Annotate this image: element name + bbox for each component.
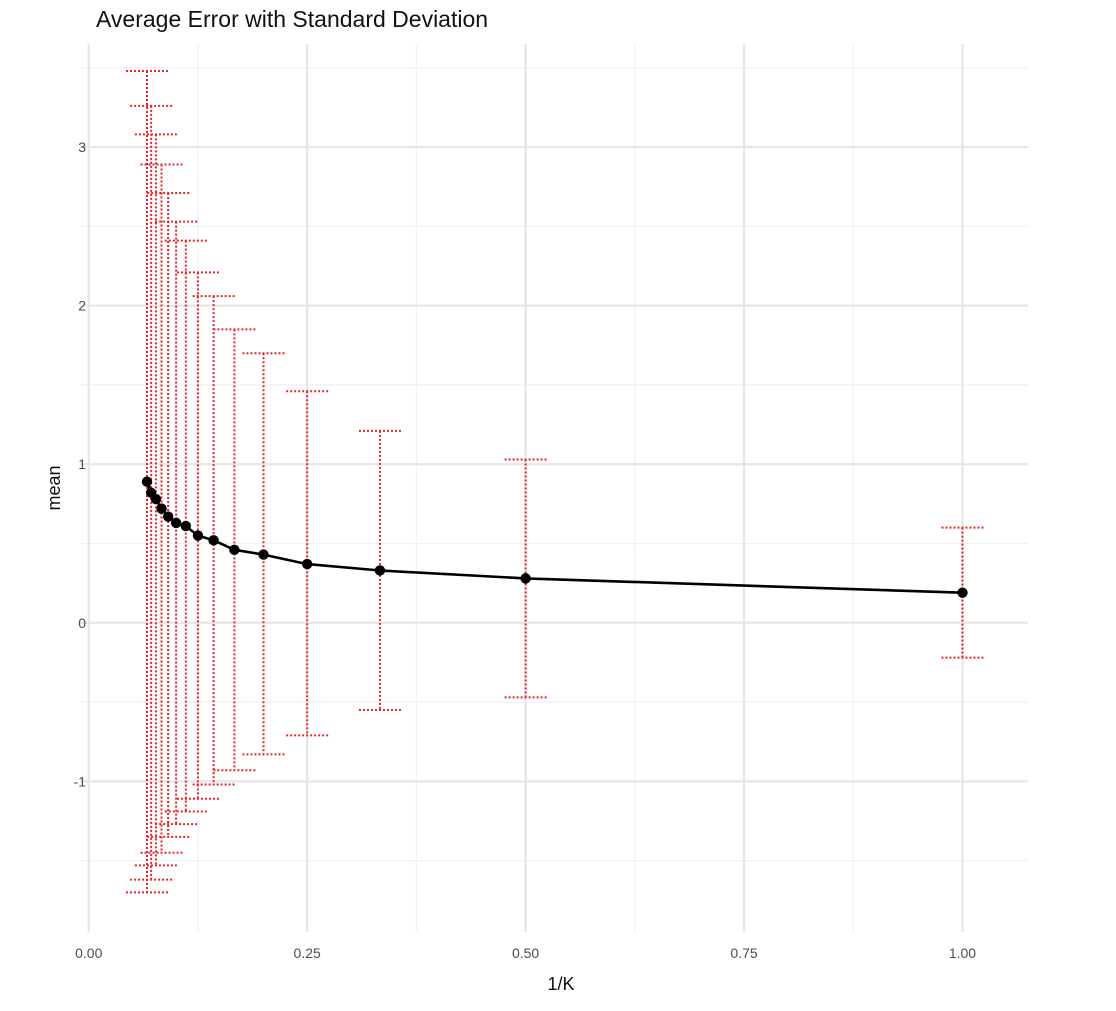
error-bar <box>176 271 219 800</box>
error-bar <box>504 458 547 699</box>
mean-point <box>141 476 153 487</box>
mean-line <box>145 481 963 594</box>
mean-point <box>520 573 531 584</box>
error-bar <box>130 104 173 881</box>
mean-point <box>156 503 167 514</box>
y-tick-label: 2 <box>78 298 86 314</box>
x-tick-label: 1.00 <box>949 945 976 961</box>
y-tick-label: 1 <box>78 456 86 472</box>
y-tick-labels: -1 0 1 2 3 <box>74 139 87 789</box>
mean-points <box>141 476 968 598</box>
mean-point <box>229 544 240 556</box>
y-tick-label: 0 <box>78 615 86 631</box>
mean-point <box>162 511 174 522</box>
mean-point <box>192 530 204 541</box>
error-bars <box>126 69 984 894</box>
chart-title: Average Error with Standard Deviation <box>96 6 488 32</box>
mean-point <box>957 587 968 598</box>
mean-point <box>170 517 182 529</box>
mean-point <box>301 558 313 570</box>
grid-major <box>80 44 1028 932</box>
error-bar <box>126 69 169 894</box>
y-tick-label: 3 <box>78 139 86 155</box>
x-axis-title: 1/K <box>547 974 574 994</box>
mean-point <box>180 520 192 532</box>
mean-point <box>374 565 386 576</box>
mean-point <box>145 487 157 498</box>
x-tick-label: 0.75 <box>730 945 757 961</box>
y-tick-label: -1 <box>74 773 87 789</box>
error-bar <box>358 429 401 711</box>
x-tick-labels: 0.00 0.25 0.50 0.75 1.00 <box>75 945 976 961</box>
x-tick-label: 0.00 <box>75 945 102 961</box>
x-tick-label: 0.25 <box>294 945 321 961</box>
grid-minor <box>80 44 1028 932</box>
mean-point <box>208 535 219 546</box>
mean-point <box>258 549 269 560</box>
x-tick-label: 0.50 <box>512 945 539 961</box>
y-axis-title: mean <box>44 465 64 510</box>
